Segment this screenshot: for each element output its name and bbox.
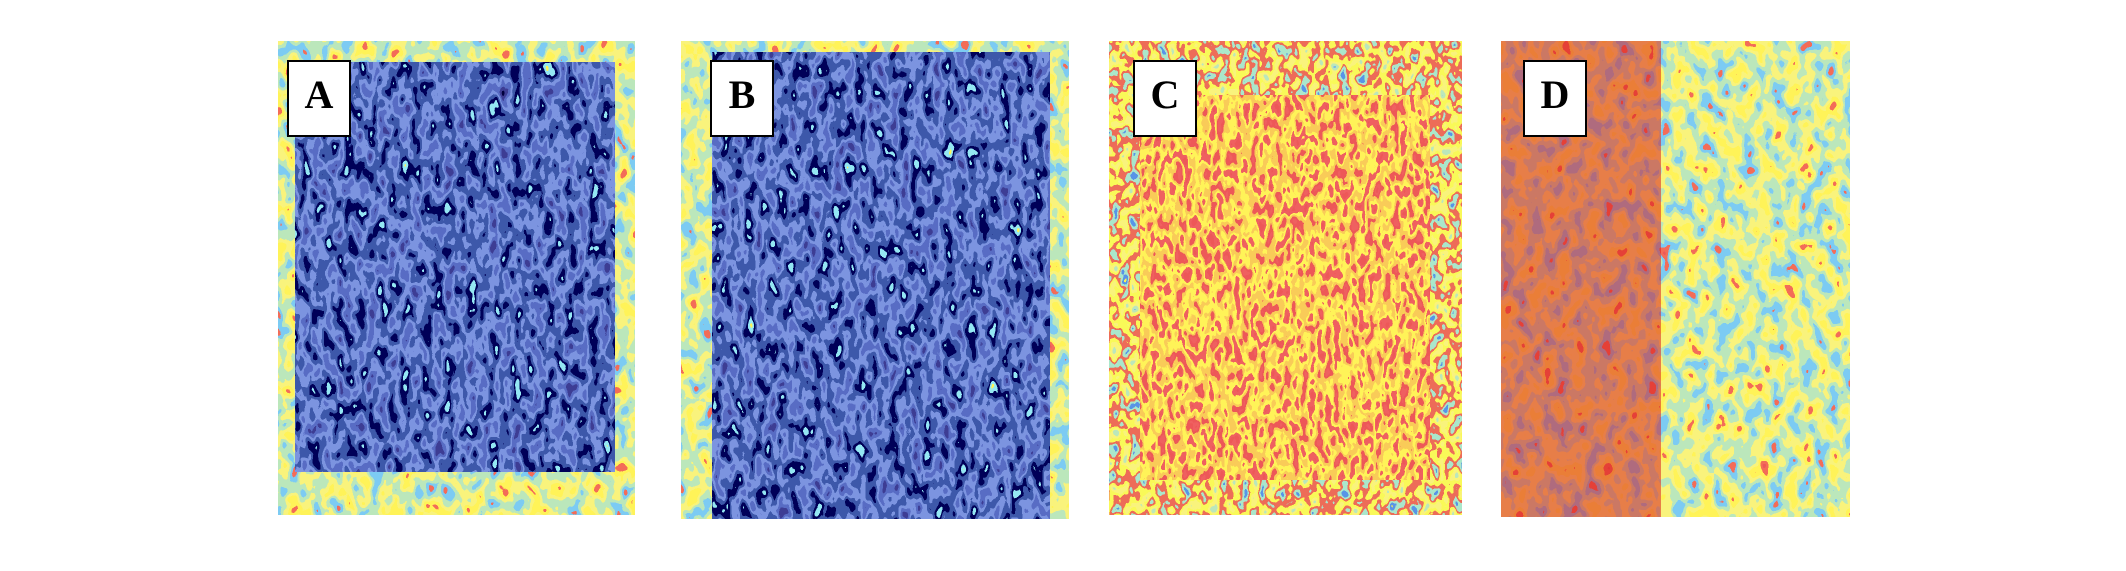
panel-a: A bbox=[278, 41, 635, 515]
panel-label: A bbox=[305, 72, 334, 117]
label-box bbox=[1133, 60, 1197, 137]
heatmap-core bbox=[712, 52, 1050, 519]
label-box bbox=[710, 60, 774, 137]
panel-label: B bbox=[729, 72, 756, 117]
panel-d: D bbox=[1501, 41, 1850, 517]
heatmap-core bbox=[1140, 95, 1430, 480]
panel-c: C bbox=[1109, 41, 1462, 515]
panel-label: C bbox=[1151, 72, 1180, 117]
heatmap-core bbox=[295, 62, 615, 472]
panel-b: B bbox=[681, 41, 1069, 519]
panel-label: D bbox=[1541, 72, 1570, 117]
label-box bbox=[1523, 60, 1587, 137]
label-box bbox=[287, 60, 351, 137]
